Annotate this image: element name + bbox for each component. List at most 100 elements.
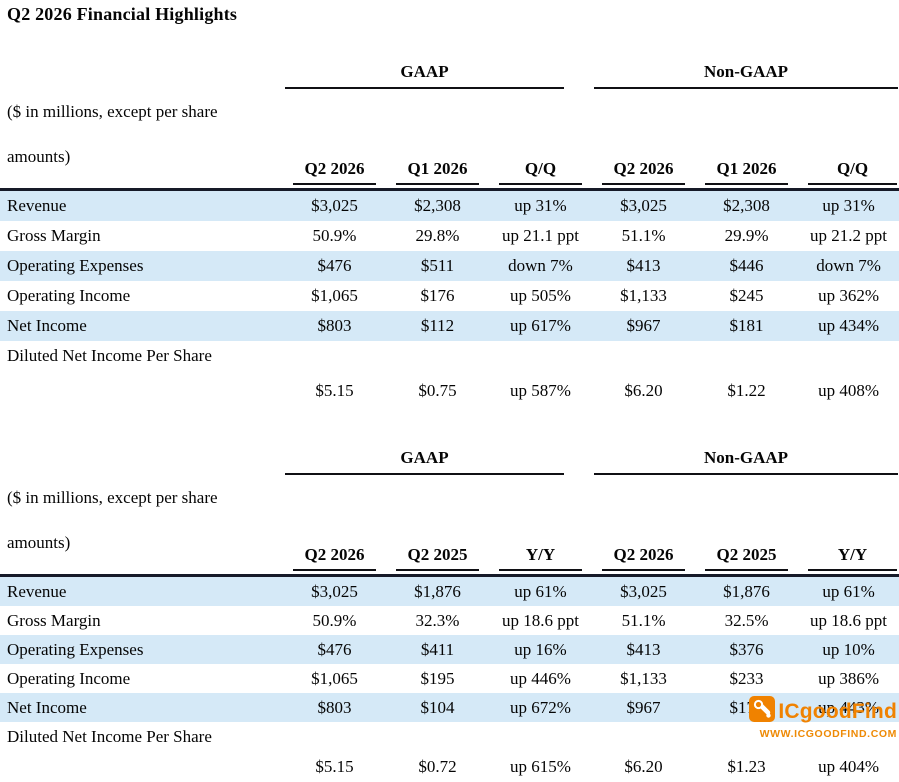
page: Q2 2026 Financial Highlights GAAP Non-GA…	[0, 4, 899, 782]
group-header-row: GAAP Non-GAAP	[0, 44, 899, 89]
table-row: Operating Income $1,065 $176 up 505% $1,…	[0, 281, 899, 311]
spacer-cell	[0, 44, 283, 89]
value-cell: $176	[420, 286, 455, 305]
table-row: Operating Income $1,065 $195 up 446% $1,…	[0, 664, 899, 693]
value-cell: up 21.1 ppt	[502, 226, 579, 245]
value-cell: $245	[729, 286, 764, 305]
units-note-line2: amounts)	[7, 147, 71, 166]
units-note-line2: amounts)	[7, 533, 71, 552]
column-header: Q/Q	[489, 89, 592, 190]
value-cell: $6.20	[624, 381, 663, 400]
watermark-brand: ICgoodFind	[778, 699, 897, 723]
value-cell: $476	[317, 639, 352, 659]
value-cell: up 10%	[822, 639, 875, 659]
row-label: Net Income	[7, 697, 87, 717]
row-label: Gross Margin	[7, 610, 101, 630]
row-label: Operating Income	[7, 286, 131, 305]
wrench-magnifier-icon	[749, 696, 776, 727]
value-cell: $3,025	[592, 574, 696, 606]
group-header-gaap: GAAP	[283, 44, 592, 89]
value-cell: $413	[626, 256, 661, 275]
row-label: Diluted Net Income Per Share	[7, 346, 212, 365]
group-header-gaap-label: GAAP	[285, 62, 565, 89]
value-cell: up 386%	[818, 668, 879, 688]
column-header: Y/Y	[489, 475, 592, 576]
table-row: Revenue $3,025 $1,876 up 61% $3,025 $1,8…	[0, 574, 899, 606]
value-cell: 51.1%	[621, 610, 666, 630]
value-cell: $104	[420, 697, 455, 717]
value-cell: up 615%	[510, 757, 571, 776]
value-cell: $413	[626, 639, 661, 659]
value-cell: up 505%	[510, 286, 571, 305]
value-cell: $5.15	[315, 381, 354, 400]
value-cell: $803	[317, 316, 352, 335]
value-cell: $2,308	[386, 188, 489, 221]
table-row: Net Income $803 $112 up 617% $967 $181 u…	[0, 311, 899, 341]
value-cell: up 61%	[489, 574, 593, 606]
value-cell: $1,065	[311, 286, 358, 305]
value-cell: $3,025	[283, 574, 386, 606]
value-cell: up 31%	[489, 188, 593, 221]
group-header-non-gaap: Non-GAAP	[592, 430, 899, 475]
value-cell: $967	[626, 316, 661, 335]
value-cell: 50.9%	[312, 226, 357, 245]
row-label: Revenue	[0, 574, 283, 606]
value-cell: $3,025	[283, 188, 386, 221]
value-cell: 50.9%	[312, 610, 357, 630]
value-cell: 32.3%	[415, 610, 460, 630]
value-cell: $233	[729, 668, 764, 688]
row-label: Diluted Net Income Per Share	[7, 727, 212, 746]
value-cell: $1,876	[386, 574, 489, 606]
value-cell: $1,133	[620, 668, 667, 688]
value-cell: up 61%	[798, 574, 899, 606]
column-header: Q2 2026	[592, 475, 695, 576]
value-cell: $1,065	[311, 668, 358, 688]
icgoodfind-watermark: ICgoodFind WWW.ICGOODFIND.COM	[749, 696, 897, 740]
qoq-table: GAAP Non-GAAP ($ in millions, except per…	[0, 44, 899, 412]
value-cell: 29.8%	[415, 226, 460, 245]
units-note: ($ in millions, except per share amounts…	[0, 89, 283, 190]
value-cell: $181	[729, 316, 764, 335]
value-cell: $1,133	[620, 286, 667, 305]
value-cell: $1,876	[695, 574, 799, 606]
value-cell: up 18.6 ppt	[810, 610, 888, 630]
column-header: Y/Y	[798, 475, 899, 576]
value-cell: $5.15	[315, 757, 354, 776]
table-row: Diluted Net Income Per Share $5.15 $0.75…	[0, 341, 899, 412]
value-cell: $0.75	[418, 381, 457, 400]
table-row: Gross Margin 50.9% 32.3% up 18.6 ppt 51.…	[0, 606, 899, 635]
column-header: Q1 2026	[386, 89, 489, 190]
row-label: Operating Expenses	[7, 256, 144, 275]
value-cell: down 7%	[508, 256, 573, 275]
value-cell: 29.9%	[724, 226, 769, 245]
group-header-non-gaap-label: Non-GAAP	[594, 448, 899, 475]
column-header: Q2 2026	[592, 89, 695, 190]
units-note-line1: ($ in millions, except per share	[7, 488, 218, 507]
value-cell: $511	[420, 256, 455, 275]
value-cell: up 408%	[818, 381, 879, 400]
table-row: Net Income $803 $104 up 672% $967 $178 u…	[0, 693, 899, 722]
value-cell: up 446%	[510, 668, 571, 688]
row-label: Operating Expenses	[7, 639, 144, 659]
group-header-gaap-label: GAAP	[285, 448, 565, 475]
table-row: Operating Expenses $476 $511 down 7% $41…	[0, 251, 899, 281]
value-cell: up 617%	[510, 316, 571, 335]
value-cell: $1.22	[727, 381, 766, 400]
column-header-row: ($ in millions, except per share amounts…	[0, 89, 899, 190]
value-cell: up 587%	[510, 381, 571, 400]
value-cell: up 18.6 ppt	[502, 610, 579, 630]
value-cell: $2,308	[695, 188, 799, 221]
row-label: Net Income	[7, 316, 87, 335]
value-cell: up 362%	[818, 286, 879, 305]
page-title: Q2 2026 Financial Highlights	[7, 4, 238, 24]
column-header: Q2 2026	[283, 475, 386, 576]
value-cell: up 21.2 ppt	[810, 226, 888, 245]
column-header: Q2 2026	[283, 89, 386, 190]
table-row: Operating Expenses $476 $411 up 16% $413…	[0, 635, 899, 664]
value-cell: 32.5%	[724, 610, 769, 630]
value-cell: $411	[420, 639, 455, 659]
row-label: Revenue	[0, 188, 283, 221]
value-cell: up 443%	[818, 697, 879, 717]
row-label: Gross Margin	[7, 226, 101, 245]
value-cell: up 672%	[510, 697, 571, 717]
